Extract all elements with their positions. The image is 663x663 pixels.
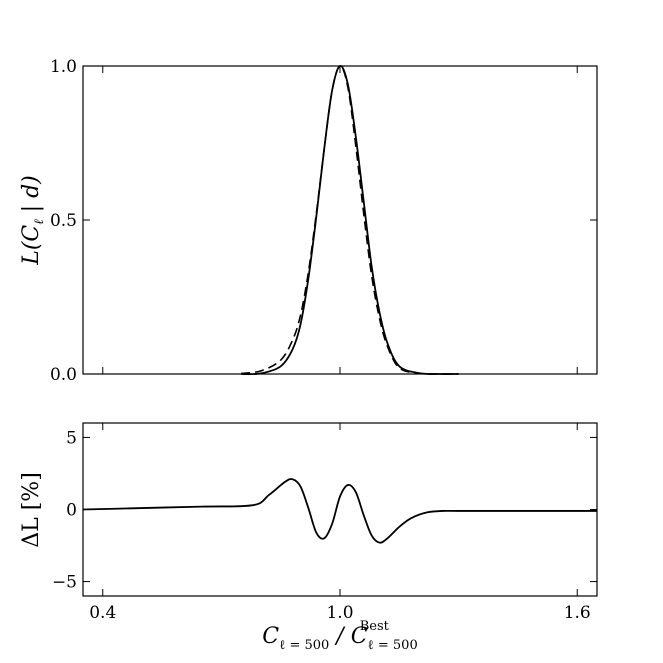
bottom-ytick-label: −5 bbox=[52, 573, 77, 593]
bottom-ytick-label: 5 bbox=[66, 428, 77, 448]
bottom-panel-ylabel: ΔL [%] bbox=[19, 472, 44, 548]
top-panel-tick-labels: 0.0 0.5 1.0 bbox=[50, 57, 77, 385]
bottom-panel-xlabel: Cℓ = 500 / Cℓ = 500Best bbox=[262, 619, 417, 653]
bottom-series-solid bbox=[82, 478, 597, 544]
bottom-ytick-label: 0 bbox=[66, 501, 77, 521]
bottom-panel-frame bbox=[82, 422, 598, 597]
top-ytick-label: 1.0 bbox=[50, 57, 77, 77]
top-panel-ylabel: L(Cℓ | d) bbox=[19, 175, 47, 266]
bottom-panel-curves bbox=[82, 478, 597, 544]
bottom-panel: 0.4 1.0 1.6 −5 0 5 ΔL [%] Cℓ = 500 / Cℓ = 500… bbox=[19, 422, 598, 653]
bottom-xtick-label: 1.6 bbox=[564, 603, 591, 623]
top-panel-curves bbox=[241, 65, 459, 376]
top-panel: 0.0 0.5 1.0 L(Cℓ | d) bbox=[19, 57, 598, 385]
top-panel-frame bbox=[82, 65, 598, 375]
bottom-panel-tick-labels: 0.4 1.0 1.6 −5 0 5 bbox=[52, 428, 591, 623]
top-ytick-label: 0.5 bbox=[50, 211, 77, 231]
bottom-xtick-label: 1.0 bbox=[326, 603, 353, 623]
top-ytick-label: 0.0 bbox=[50, 365, 77, 385]
bottom-xtick-label: 0.4 bbox=[89, 603, 116, 623]
top-series-dashed bbox=[241, 65, 459, 375]
